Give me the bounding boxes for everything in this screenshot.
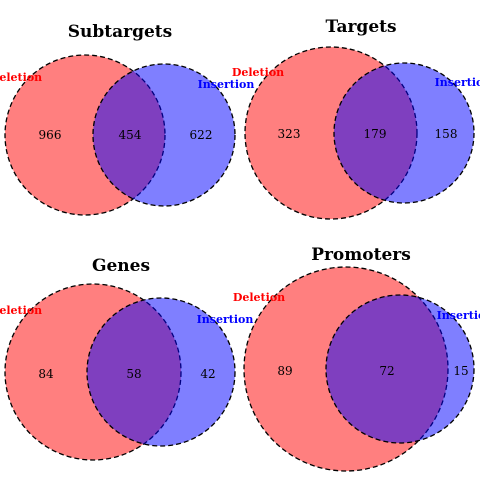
insertion-set-label: Insertion	[435, 76, 480, 89]
insertion-only-count: 158	[435, 127, 458, 141]
insertion-set-label: Insertion	[437, 309, 480, 322]
deletion-only-count: 323	[278, 127, 301, 141]
overlap-count: 58	[126, 367, 141, 381]
insertion-set-circle	[333, 62, 475, 204]
insertion-set-label: Insertion	[198, 78, 255, 91]
deletion-set-label: Deletion	[233, 291, 285, 304]
panel-title: Promoters	[311, 245, 411, 265]
venn-panel-promoters: Promoters Deletion Insertion 89 72 15	[233, 245, 480, 472]
deletion-set-label: Deletion	[0, 71, 42, 84]
insertion-only-count: 42	[200, 367, 215, 381]
deletion-set-label: Deletion	[232, 66, 284, 79]
insertion-set-label: Insertion	[197, 313, 254, 326]
overlap-count: 179	[364, 127, 387, 141]
venn-panel-genes: Genes Deletion Insertion 84 58 42	[0, 256, 254, 461]
venn-panel-targets: Targets Deletion Insertion 323 179 158	[232, 17, 480, 220]
overlap-count: 72	[379, 364, 394, 378]
venn-panel-subtargets: Subtargets Deletion Insertion 966 454 622	[0, 22, 255, 216]
deletion-only-count: 84	[38, 367, 54, 381]
panel-title: Subtargets	[68, 22, 172, 42]
insertion-only-count: 15	[453, 364, 468, 378]
deletion-only-count: 966	[39, 128, 62, 142]
panel-title: Genes	[92, 256, 150, 276]
panel-title: Targets	[325, 17, 396, 37]
deletion-only-count: 89	[277, 364, 292, 378]
overlap-count: 454	[119, 128, 142, 142]
insertion-only-count: 622	[190, 128, 213, 142]
deletion-set-label: Deletion	[0, 304, 42, 317]
insertion-set-circle	[92, 63, 236, 207]
insertion-set-circle	[325, 294, 475, 444]
insertion-set-circle	[86, 297, 236, 447]
